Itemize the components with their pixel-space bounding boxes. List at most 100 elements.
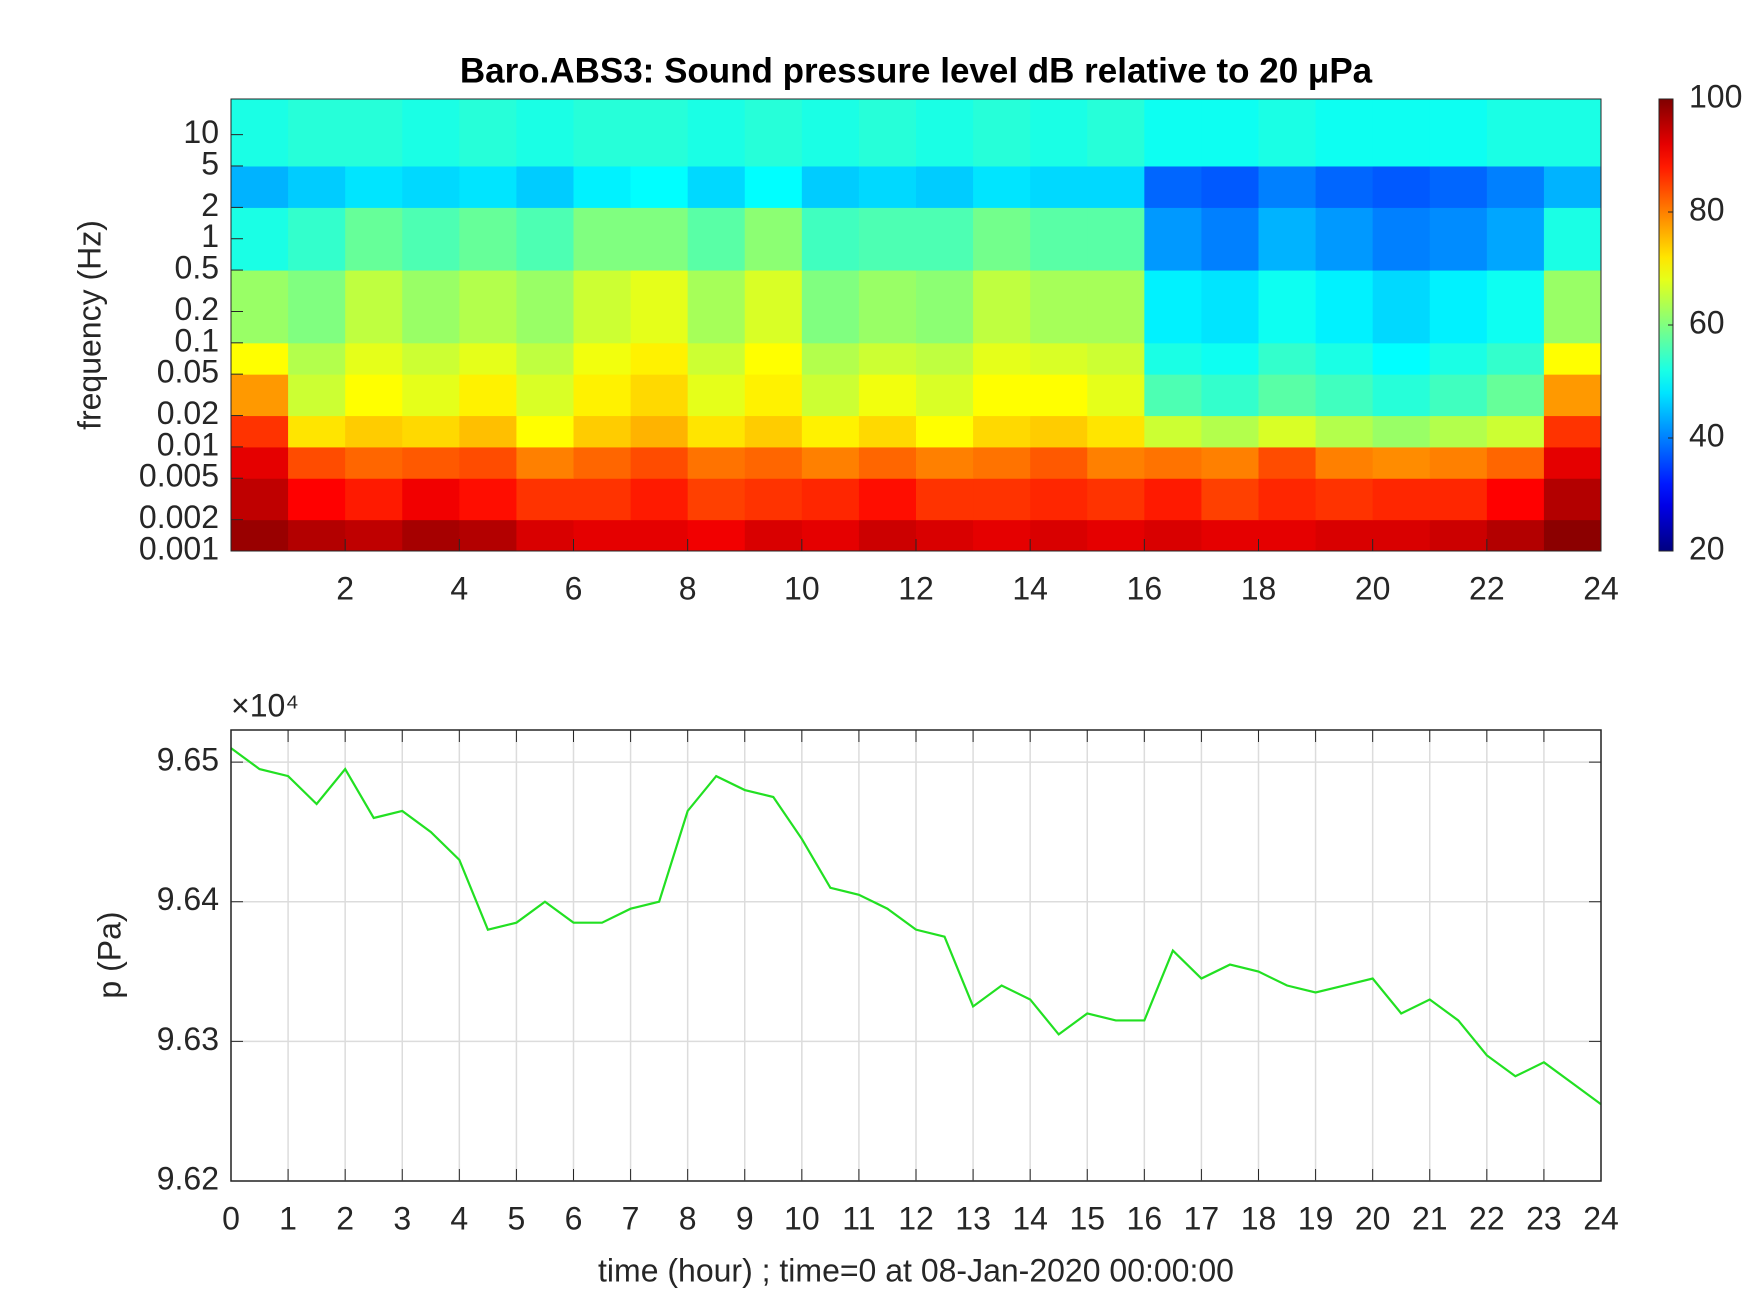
- heat-cell: [573, 478, 632, 521]
- heat-cell: [573, 165, 632, 208]
- heat-cell: [1315, 270, 1374, 344]
- heat-cell: [1087, 207, 1145, 271]
- heat-cell: [1087, 99, 1145, 167]
- x-tick-label: 0: [222, 1200, 240, 1236]
- heat-cell: [573, 446, 632, 479]
- heat-cell: [1429, 374, 1488, 417]
- heat-cell: [973, 374, 1031, 417]
- heat-cell: [687, 478, 746, 521]
- x-tick-label: 3: [393, 1200, 411, 1236]
- heat-cell: [288, 374, 346, 417]
- x-tick-label: 24: [1583, 1200, 1619, 1236]
- heat-cell: [459, 478, 517, 521]
- heat-cell: [1144, 374, 1202, 417]
- heat-cell: [1315, 342, 1374, 375]
- x-tick-label: 17: [1184, 1200, 1220, 1236]
- x-tick-label: 19: [1298, 1200, 1334, 1236]
- heat-cell: [858, 519, 917, 552]
- heat-cell: [1429, 446, 1488, 479]
- heat-cell: [687, 374, 746, 417]
- heat-cell: [916, 415, 974, 448]
- heat-cell: [288, 519, 346, 552]
- heat-cell: [973, 446, 1031, 479]
- heat-cell: [801, 415, 860, 448]
- axis-multiplier: ×10⁴: [231, 687, 299, 723]
- heat-cell: [858, 270, 917, 344]
- x-tick-label: 18: [1241, 570, 1277, 606]
- colorbar-tick-label: 40: [1689, 417, 1725, 453]
- heat-cell: [459, 519, 517, 552]
- chart-title: Baro.ABS3: Sound pressure level dB relat…: [460, 51, 1373, 90]
- heat-cell: [630, 342, 689, 375]
- x-tick-label: 9: [736, 1200, 754, 1236]
- heat-cell: [801, 270, 860, 344]
- x-tick-label: 20: [1355, 1200, 1391, 1236]
- heat-cell: [345, 270, 403, 344]
- heat-cell: [1144, 207, 1202, 271]
- x-tick-label: 16: [1127, 1200, 1163, 1236]
- heat-cell: [1543, 446, 1602, 479]
- heat-cell: [1201, 270, 1259, 344]
- heat-cell: [516, 519, 574, 552]
- heat-cell: [1372, 99, 1431, 167]
- heat-cell: [1258, 415, 1317, 448]
- heat-cell: [288, 207, 346, 271]
- y-tick-label: 9.64: [157, 881, 219, 917]
- heat-cell: [573, 519, 632, 552]
- x-tick-label: 2: [336, 1200, 354, 1236]
- heat-cell: [1486, 165, 1545, 208]
- heat-cell: [744, 374, 803, 417]
- heat-cell: [1543, 374, 1602, 417]
- heat-cell: [231, 99, 289, 167]
- heat-cell: [402, 374, 460, 417]
- heat-cell: [231, 415, 289, 448]
- heat-cell: [801, 165, 860, 208]
- x-tick-label: 16: [1127, 570, 1163, 606]
- heat-cell: [801, 99, 860, 167]
- y-tick-label: 0.05: [157, 354, 219, 390]
- heat-cell: [516, 415, 574, 448]
- x-tick-label: 10: [784, 570, 820, 606]
- heat-cell: [1429, 415, 1488, 448]
- heat-cell: [1201, 415, 1259, 448]
- heat-cell: [1258, 207, 1317, 271]
- heat-cell: [1315, 478, 1374, 521]
- y-tick-label: 0.005: [139, 458, 219, 494]
- heat-cell: [1486, 415, 1545, 448]
- heat-cell: [459, 165, 517, 208]
- y-tick-label: 9.65: [157, 742, 219, 778]
- heat-cell: [916, 99, 974, 167]
- heat-cell: [687, 165, 746, 208]
- heat-cell: [916, 207, 974, 271]
- x-tick-label: 22: [1469, 570, 1505, 606]
- x-tick-label: 4: [450, 1200, 468, 1236]
- heat-cell: [288, 165, 346, 208]
- heat-cell: [687, 207, 746, 271]
- colorbar-tick-label: 60: [1689, 304, 1725, 340]
- heat-cell: [402, 446, 460, 479]
- heat-cell: [345, 478, 403, 521]
- heat-cell: [345, 415, 403, 448]
- heat-cell: [744, 342, 803, 375]
- heat-cell: [1486, 446, 1545, 479]
- heat-cell: [573, 342, 632, 375]
- heat-cell: [1486, 374, 1545, 417]
- heat-cell: [345, 207, 403, 271]
- heat-cell: [1201, 374, 1259, 417]
- heat-cell: [231, 446, 289, 479]
- heat-cell: [288, 270, 346, 344]
- heat-cell: [687, 446, 746, 479]
- x-tick-label: 24: [1583, 570, 1619, 606]
- heat-cell: [973, 342, 1031, 375]
- x-tick-label: 1: [279, 1200, 297, 1236]
- heat-cell: [858, 99, 917, 167]
- x-tick-label: 22: [1469, 1200, 1505, 1236]
- heat-cell: [1258, 374, 1317, 417]
- colorbar-tick-label: 100: [1689, 78, 1742, 114]
- heat-cell: [231, 519, 289, 552]
- y-axis-label: p (Pa): [91, 911, 127, 998]
- y-tick-label: 1: [201, 218, 219, 254]
- heat-cell: [1543, 478, 1602, 521]
- heat-cell: [916, 342, 974, 375]
- x-tick-label: 15: [1069, 1200, 1105, 1236]
